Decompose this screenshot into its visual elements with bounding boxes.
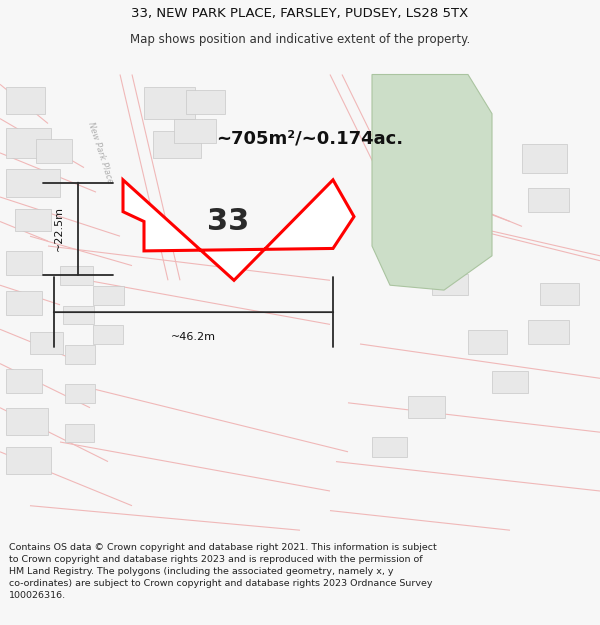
Text: Map shows position and indicative extent of the property.: Map shows position and indicative extent… xyxy=(130,32,470,46)
Bar xyxy=(144,87,195,119)
Bar xyxy=(65,345,95,364)
Bar xyxy=(15,209,51,231)
Bar xyxy=(396,242,438,266)
Bar xyxy=(6,128,51,158)
Bar xyxy=(153,131,201,158)
Polygon shape xyxy=(123,180,354,280)
Text: ~46.2m: ~46.2m xyxy=(171,332,216,342)
Bar xyxy=(93,286,124,305)
Bar xyxy=(528,188,569,212)
Bar xyxy=(6,251,42,276)
Bar xyxy=(36,139,72,162)
Bar xyxy=(6,87,45,114)
Bar xyxy=(6,447,51,474)
Bar xyxy=(540,282,579,305)
Text: ~22.5m: ~22.5m xyxy=(54,206,64,251)
Bar xyxy=(65,384,95,402)
Bar xyxy=(492,371,528,393)
Text: Contains OS data © Crown copyright and database right 2021. This information is : Contains OS data © Crown copyright and d… xyxy=(9,542,437,600)
Text: 33: 33 xyxy=(207,207,249,236)
Bar xyxy=(65,424,94,442)
Bar xyxy=(186,90,225,114)
Bar xyxy=(174,119,216,143)
Polygon shape xyxy=(372,74,492,290)
Bar xyxy=(468,330,507,354)
Bar xyxy=(432,274,468,295)
Bar xyxy=(6,291,42,314)
Bar xyxy=(372,437,407,457)
Bar xyxy=(60,266,93,285)
Bar xyxy=(30,332,63,354)
Bar xyxy=(408,396,445,418)
Text: ~705m²/~0.174ac.: ~705m²/~0.174ac. xyxy=(216,129,403,148)
Text: New Park Place: New Park Place xyxy=(86,121,115,185)
Bar xyxy=(63,306,94,324)
Bar xyxy=(528,321,569,344)
Bar xyxy=(522,144,567,172)
Text: 33, NEW PARK PLACE, FARSLEY, PUDSEY, LS28 5TX: 33, NEW PARK PLACE, FARSLEY, PUDSEY, LS2… xyxy=(131,7,469,20)
Bar xyxy=(6,408,48,434)
Bar xyxy=(6,369,42,393)
Bar xyxy=(93,326,123,344)
Bar xyxy=(6,169,60,197)
